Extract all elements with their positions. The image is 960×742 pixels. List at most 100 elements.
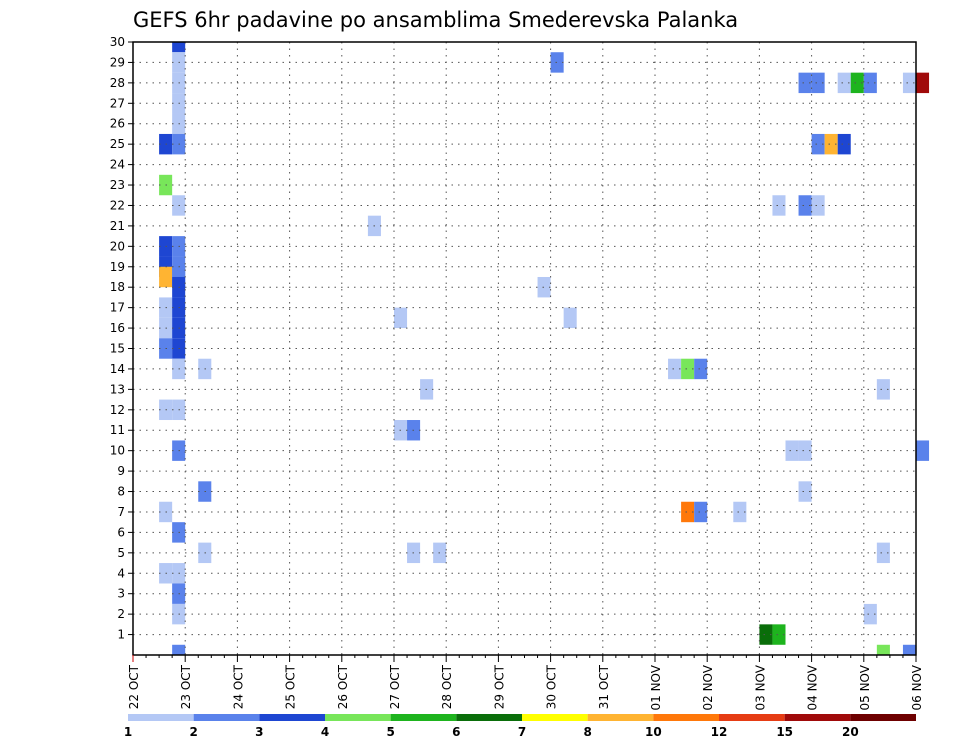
x-tick-label: 04 NOV	[806, 664, 820, 710]
x-tick-label: 03 NOV	[753, 664, 767, 710]
heatmap-cell	[668, 358, 682, 380]
legend-label: 20	[842, 725, 859, 739]
legend-swatch	[325, 714, 391, 721]
heatmap-cell	[876, 379, 890, 400]
y-tick-label: 4	[117, 566, 125, 580]
x-axis: 22 OCT 23 OCT 24 OCT 25 OCT 26 OCT 27 OCT 28 O…	[127, 655, 924, 711]
heatmap-cell	[863, 72, 877, 94]
legend-label: 12	[711, 725, 728, 739]
heatmap-cell	[159, 266, 173, 288]
heatmap-cell	[772, 195, 786, 216]
y-tick-label: 18	[110, 280, 125, 294]
heatmap-cell	[811, 133, 825, 155]
heatmap-cell	[733, 501, 747, 523]
x-tick-label: 05 NOV	[858, 664, 872, 710]
y-tick-label: 11	[110, 423, 125, 437]
y-tick-label: 7	[117, 505, 125, 519]
y-tick-label: 12	[110, 403, 125, 417]
y-tick-label: 6	[117, 525, 125, 539]
heatmap-cell	[785, 440, 799, 461]
heatmap-cell	[798, 440, 812, 461]
x-tick-label: 29 OCT	[492, 664, 506, 709]
heatmap-cell	[798, 195, 812, 216]
heatmap-cell	[694, 358, 708, 380]
x-tick-label: 25 OCT	[284, 664, 298, 709]
y-tick-label: 28	[110, 76, 125, 90]
heatmap-cell	[876, 542, 890, 564]
heatmap-cell	[916, 72, 930, 94]
x-tick-label: 06 NOV	[910, 664, 924, 710]
heatmap-cell	[902, 72, 916, 94]
heatmap-cell	[916, 440, 930, 461]
x-tick-label: 28 OCT	[440, 664, 454, 709]
legend-swatch	[259, 714, 325, 721]
legend-label: 6	[452, 725, 460, 739]
heatmap-cell	[863, 603, 877, 625]
heatmap-cell	[394, 307, 408, 329]
y-tick-label: 16	[110, 321, 125, 335]
heatmap-cell	[837, 133, 851, 155]
x-tick-label: 31 OCT	[597, 664, 611, 709]
y-tick-label: 10	[110, 444, 125, 458]
heatmap-cell	[824, 133, 838, 155]
legend-label: 3	[255, 725, 263, 739]
legend: 1 2 3 4 5 6 7 8 10 12 15 20	[124, 714, 916, 739]
x-tick-label: 01 NOV	[649, 664, 663, 710]
legend-swatch	[522, 714, 588, 721]
y-tick-label: 3	[117, 587, 125, 601]
legend-swatch	[653, 714, 719, 721]
y-tick-label: 5	[117, 546, 125, 560]
heatmap-cell	[681, 501, 695, 523]
heatmap-cell	[837, 72, 851, 94]
y-tick-label: 17	[110, 301, 125, 315]
heatmap-cell	[798, 481, 812, 502]
legend-swatch	[193, 714, 260, 721]
y-tick-label: 22	[110, 198, 125, 212]
y-tick-label: 2	[117, 607, 125, 621]
y-tick-label: 19	[110, 260, 125, 274]
y-tick-label: 26	[110, 117, 125, 131]
y-tick-label: 24	[110, 158, 125, 172]
y-tick-label: 15	[110, 342, 125, 356]
x-tick-label: 24 OCT	[231, 664, 245, 709]
x-tick-label: 02 NOV	[701, 664, 715, 710]
y-tick-label: 8	[117, 485, 125, 499]
legend-swatch	[850, 714, 916, 721]
y-axis: 1234567891011121314151617181920212223242…	[110, 35, 133, 642]
heatmap-cell	[811, 195, 825, 216]
heatmap-cell	[694, 501, 708, 523]
x-tick-label: 27 OCT	[388, 664, 402, 709]
legend-swatch	[128, 714, 194, 721]
x-tick-label: 23 OCT	[179, 664, 193, 709]
y-tick-label: 1	[117, 628, 125, 642]
heatmap-cell	[876, 644, 890, 655]
legend-swatch	[587, 714, 654, 721]
legend-label: 8	[583, 725, 591, 739]
legend-swatch	[456, 714, 522, 721]
legend-label: 7	[518, 725, 526, 739]
legend-label: 15	[776, 725, 793, 739]
y-tick-label: 14	[110, 362, 125, 376]
legend-label: 10	[645, 725, 662, 739]
heatmap-cell	[759, 624, 773, 645]
chart-title: GEFS 6hr padavine po ansamblima Smederev…	[133, 8, 738, 32]
y-tick-label: 20	[110, 239, 125, 253]
heatmap-cell	[537, 276, 551, 298]
heatmap-cell	[850, 72, 864, 94]
legend-swatch	[719, 714, 785, 721]
y-tick-label: 9	[117, 464, 125, 478]
heatmap-cell	[172, 42, 186, 53]
y-tick-label: 30	[110, 35, 125, 49]
legend-label: 5	[386, 725, 394, 739]
cells-layer	[159, 42, 930, 655]
y-tick-label: 21	[110, 219, 125, 233]
legend-swatch	[390, 714, 457, 721]
y-tick-label: 13	[110, 382, 125, 396]
x-tick-label: 30 OCT	[545, 664, 559, 709]
legend-swatch	[784, 714, 851, 721]
heatmap-cell	[681, 358, 695, 380]
x-tick-label: 22 OCT	[127, 664, 141, 709]
heatmap-cell	[172, 644, 186, 655]
heatmap-cell	[772, 624, 786, 645]
legend-label: 4	[321, 725, 329, 739]
